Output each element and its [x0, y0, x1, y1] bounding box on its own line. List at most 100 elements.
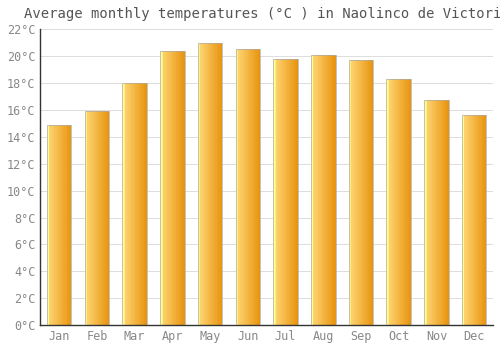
Bar	[275, 59, 276, 325]
Bar	[464, 115, 465, 325]
Bar	[58, 125, 59, 325]
Bar	[246, 49, 247, 325]
Bar	[97, 111, 98, 325]
Bar	[64, 125, 65, 325]
Bar	[364, 60, 365, 325]
Bar	[140, 83, 141, 325]
Bar	[401, 79, 402, 325]
Bar	[432, 100, 433, 325]
Bar	[173, 51, 174, 325]
Bar	[126, 83, 128, 325]
Bar	[288, 59, 289, 325]
Bar	[102, 111, 104, 325]
Bar	[215, 42, 216, 325]
Bar	[254, 49, 255, 325]
Bar	[128, 83, 129, 325]
Bar	[138, 83, 140, 325]
Bar	[94, 111, 96, 325]
Bar	[66, 125, 68, 325]
Bar	[237, 49, 238, 325]
Bar	[96, 111, 97, 325]
Bar	[326, 55, 328, 325]
Bar	[354, 60, 356, 325]
Bar	[348, 60, 374, 325]
Bar	[212, 42, 214, 325]
Bar	[250, 49, 251, 325]
Bar	[467, 115, 468, 325]
Bar	[356, 60, 357, 325]
Bar	[202, 42, 203, 325]
Bar	[386, 79, 388, 325]
Bar	[160, 51, 161, 325]
Bar	[88, 111, 90, 325]
Bar	[236, 49, 237, 325]
Bar	[444, 100, 446, 325]
Bar	[169, 51, 170, 325]
Bar	[330, 55, 332, 325]
Bar	[282, 59, 283, 325]
Bar	[243, 49, 244, 325]
Bar	[60, 125, 61, 325]
Bar	[348, 60, 350, 325]
Bar	[408, 79, 410, 325]
Bar	[100, 111, 101, 325]
Bar	[207, 42, 208, 325]
Bar	[320, 55, 321, 325]
Bar	[389, 79, 390, 325]
Bar	[397, 79, 398, 325]
Bar	[371, 60, 372, 325]
Bar	[400, 79, 401, 325]
Bar	[446, 100, 447, 325]
Bar	[322, 55, 324, 325]
Bar	[56, 125, 58, 325]
Bar	[236, 49, 260, 325]
Bar	[248, 49, 250, 325]
Title: Average monthly temperatures (°C ) in Naolinco de Victoria: Average monthly temperatures (°C ) in Na…	[24, 7, 500, 21]
Bar	[69, 125, 70, 325]
Bar	[329, 55, 330, 325]
Bar	[319, 55, 320, 325]
Bar	[314, 55, 315, 325]
Bar	[480, 115, 482, 325]
Bar	[160, 51, 184, 325]
Bar	[55, 125, 56, 325]
Bar	[216, 42, 218, 325]
Bar	[142, 83, 143, 325]
Bar	[274, 59, 275, 325]
Bar	[179, 51, 180, 325]
Bar	[48, 125, 50, 325]
Bar	[105, 111, 106, 325]
Bar	[428, 100, 429, 325]
Bar	[394, 79, 396, 325]
Bar	[255, 49, 256, 325]
Bar	[251, 49, 252, 325]
Bar	[438, 100, 439, 325]
Bar	[146, 83, 147, 325]
Bar	[429, 100, 430, 325]
Bar	[176, 51, 178, 325]
Bar	[350, 60, 351, 325]
Bar	[386, 79, 411, 325]
Bar	[283, 59, 284, 325]
Bar	[360, 60, 361, 325]
Bar	[434, 100, 435, 325]
Bar	[484, 115, 485, 325]
Bar	[258, 49, 260, 325]
Bar	[52, 125, 54, 325]
Bar	[284, 59, 286, 325]
Bar	[182, 51, 183, 325]
Bar	[485, 115, 486, 325]
Bar	[200, 42, 201, 325]
Bar	[280, 59, 281, 325]
Bar	[311, 55, 336, 325]
Bar	[172, 51, 173, 325]
Bar	[390, 79, 392, 325]
Bar	[84, 111, 86, 325]
Bar	[315, 55, 316, 325]
Bar	[208, 42, 210, 325]
Bar	[321, 55, 322, 325]
Bar	[286, 59, 287, 325]
Bar	[183, 51, 184, 325]
Bar	[474, 115, 475, 325]
Bar	[357, 60, 358, 325]
